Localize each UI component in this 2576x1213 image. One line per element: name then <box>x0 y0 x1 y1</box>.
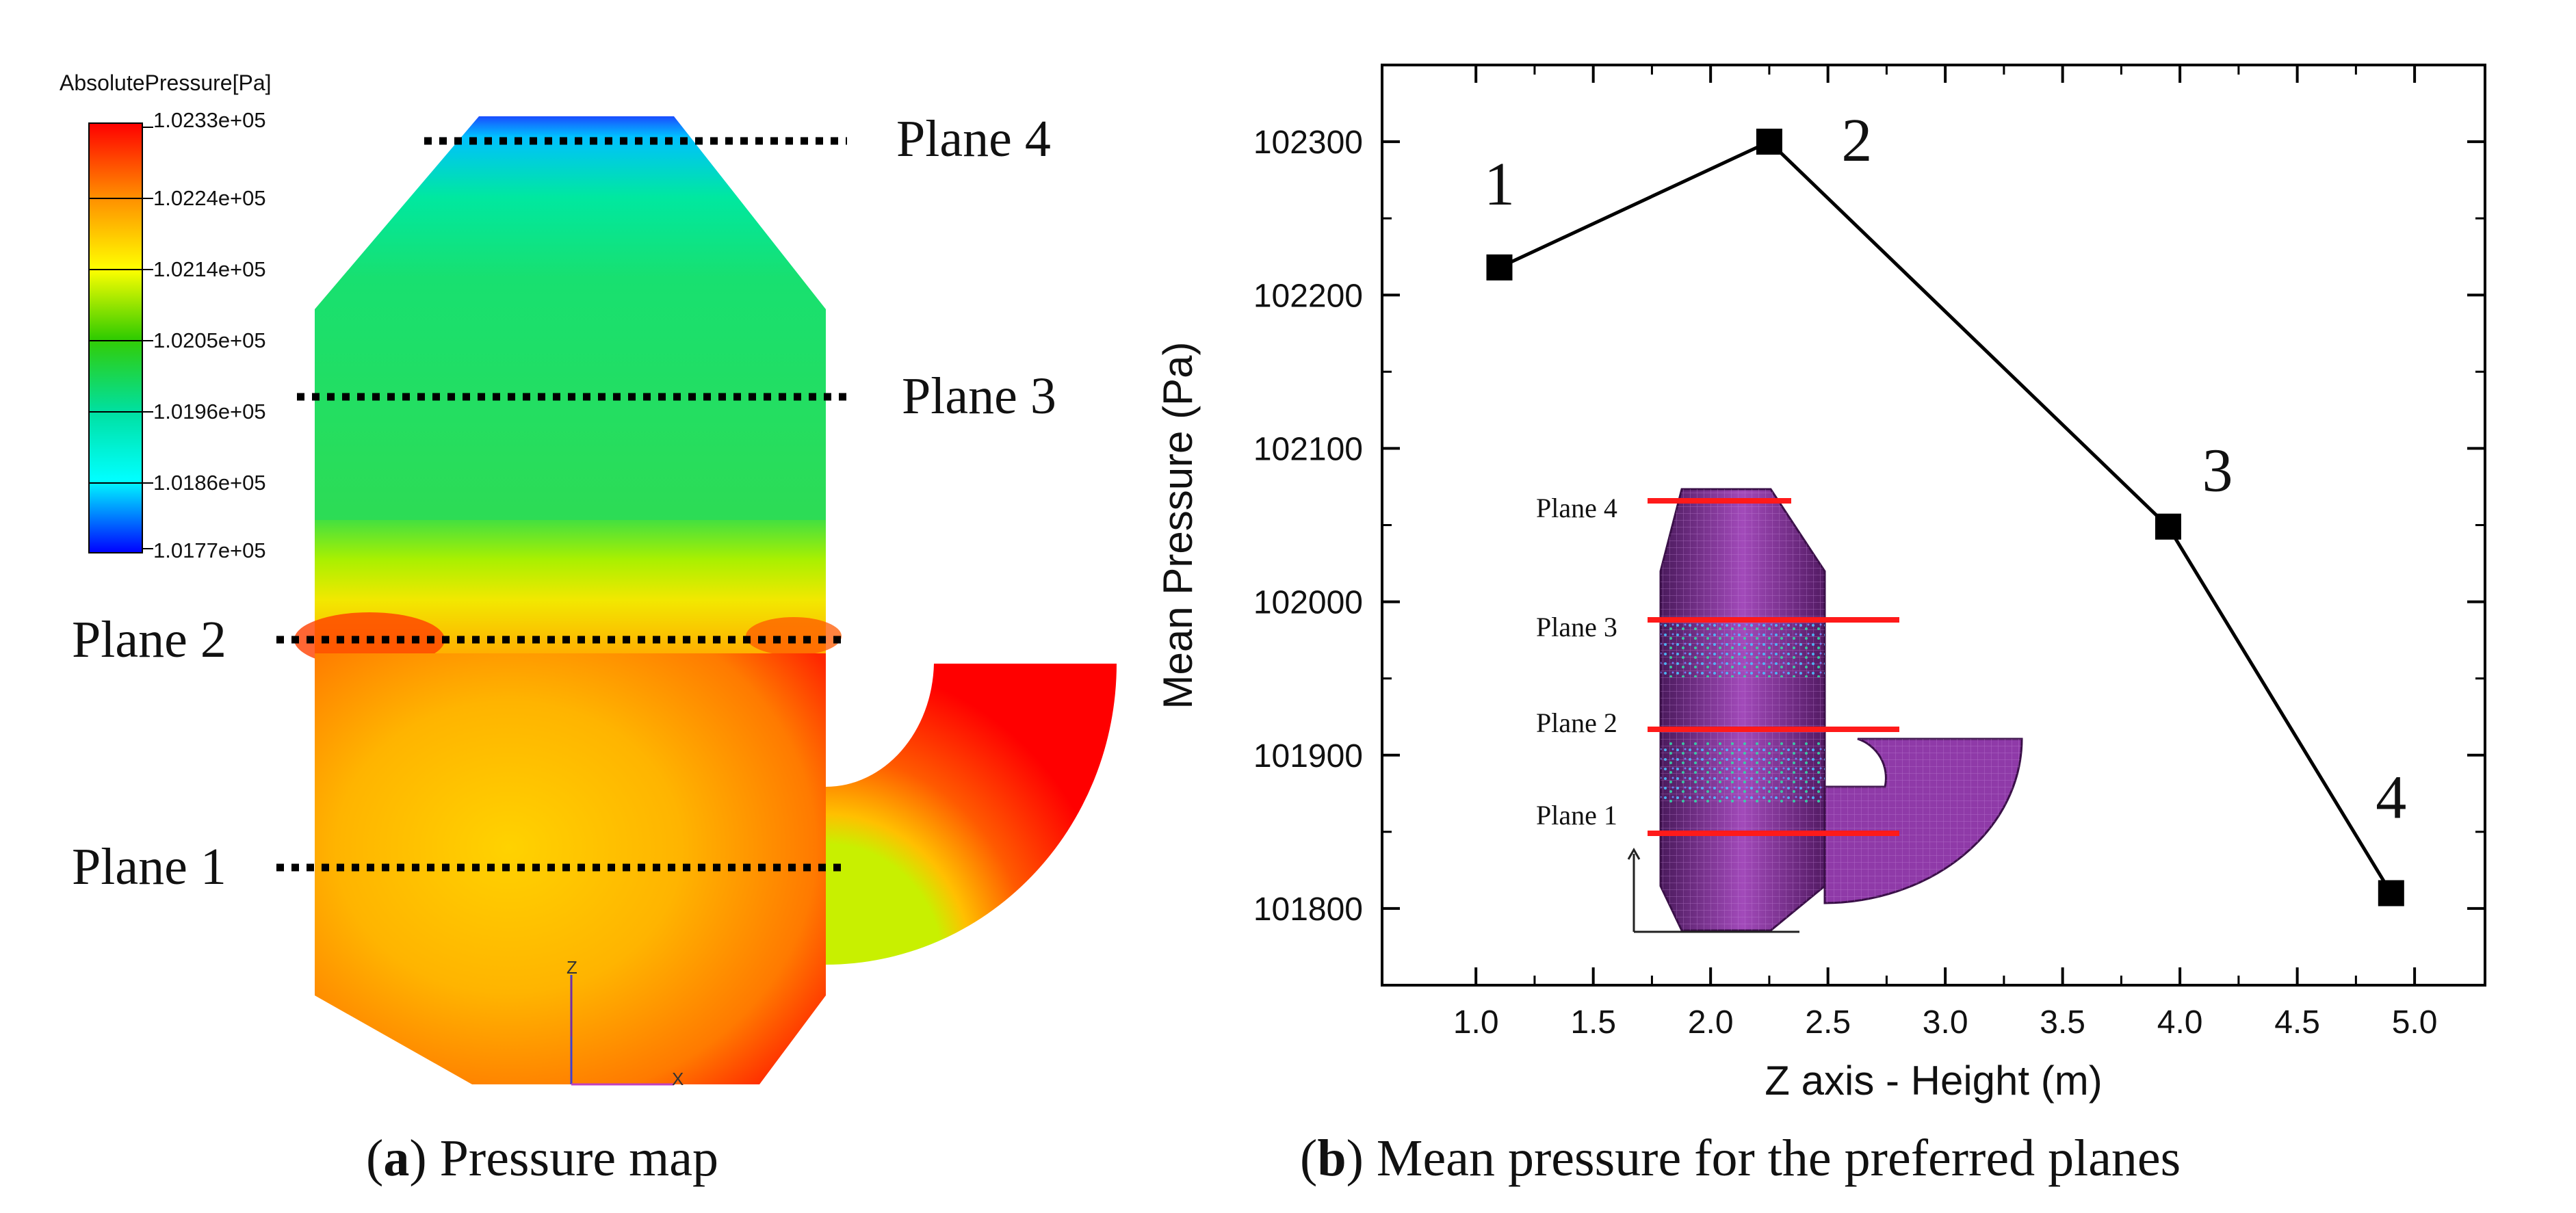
x-tick-label: 3.5 <box>2040 1004 2085 1041</box>
y-axis-label: Mean Pressure (Pa) <box>1155 342 1201 709</box>
plane-lines <box>276 137 847 872</box>
series-line <box>1498 140 2393 894</box>
data-point <box>1756 129 1782 155</box>
data-point <box>2378 880 2404 907</box>
colorbar-gradient <box>88 122 143 553</box>
inset-plane-2-label: Plane 2 <box>1536 707 1617 738</box>
inset-spray-upper <box>1661 619 1825 677</box>
y-tick-label: 102200 <box>1253 278 1363 314</box>
x-tick-label: 4.5 <box>2274 1004 2320 1041</box>
y-tick-label: 102100 <box>1253 431 1363 467</box>
pressure-map-panel: AbsolutePressure[Pa] 1.0233e+05 1.0224e+… <box>60 70 1117 1187</box>
plane-3-label: Plane 3 <box>902 367 1056 425</box>
lower-vessel-region <box>315 653 826 1084</box>
inset-elbow-mesh <box>1825 739 2022 903</box>
colorbar-label: 1.0205e+05 <box>153 328 266 352</box>
axis-z-label: Z <box>567 957 577 978</box>
data-point <box>2155 513 2181 540</box>
x-tick-label: 3.0 <box>1923 1004 1968 1041</box>
x-tick-label: 4.0 <box>2157 1004 2203 1041</box>
inset-spray-lower <box>1661 742 1825 804</box>
inset-vessel-mesh <box>1661 489 1825 930</box>
y-tick-label: 102000 <box>1253 585 1363 621</box>
upper-vessel-region <box>315 116 826 520</box>
pressure-contour: Z X <box>294 116 1117 1089</box>
inset-axis <box>1627 847 1799 933</box>
point-label: 3 <box>2202 437 2233 505</box>
x-axis-label: Z axis - Height (m) <box>1765 1058 2102 1104</box>
x-axis-ticks: 1.0 1.5 2.0 2.5 3.0 3.5 4.0 4.5 5.0 <box>1453 65 2438 1041</box>
inset-vessel-diagram: Plane 4 Plane 3 Plane 2 Plane 1 <box>1536 488 2023 933</box>
inset-plane-1-label: Plane 1 <box>1536 800 1617 831</box>
elbow-outlet-fill <box>826 664 1117 965</box>
x-tick-label: 1.0 <box>1453 1004 1499 1041</box>
plane-4-label: Plane 4 <box>896 110 1051 168</box>
colorbar: AbsolutePressure[Pa] 1.0233e+05 1.0224e+… <box>60 70 272 562</box>
axis-triad: Z X <box>567 957 684 1089</box>
y-tick-label: 102300 <box>1253 125 1363 161</box>
point-label: 4 <box>2376 764 2406 832</box>
caption-a: (a) Pressure map <box>366 1130 718 1187</box>
x-tick-label: 5.0 <box>2392 1004 2438 1041</box>
x-tick-label: 2.5 <box>1805 1004 1851 1041</box>
inset-plane-4-label: Plane 4 <box>1536 493 1617 523</box>
colorbar-label: 1.0196e+05 <box>153 400 266 423</box>
colorbar-label: 1.0214e+05 <box>153 257 266 281</box>
point-label: 1 <box>1484 151 1515 218</box>
point-label: 2 <box>1841 107 1872 174</box>
plane-2-label: Plane 2 <box>72 611 226 668</box>
colorbar-label: 1.0233e+05 <box>153 108 266 132</box>
colorbar-tick-lines <box>89 127 153 549</box>
x-tick-label: 1.5 <box>1570 1004 1616 1041</box>
plane-1-label: Plane 1 <box>72 838 226 896</box>
inset-plane-3-label: Plane 3 <box>1536 612 1617 642</box>
inset-plane-lines <box>1648 498 1899 836</box>
mean-pressure-chart: 1.0 1.5 2.0 2.5 3.0 3.5 4.0 4.5 5.0 101800 101900… <box>1155 64 2486 1187</box>
mean-pressure-series: 1 2 3 4 <box>1484 107 2406 907</box>
colorbar-label: 1.0186e+05 <box>153 471 266 495</box>
axis-x-label: X <box>672 1069 684 1089</box>
y-tick-label: 101800 <box>1253 891 1363 928</box>
x-tick-label: 2.0 <box>1688 1004 1734 1041</box>
colorbar-title: AbsolutePressure[Pa] <box>60 70 272 95</box>
colorbar-label: 1.0224e+05 <box>153 186 266 210</box>
y-tick-label: 101900 <box>1253 738 1363 774</box>
data-point <box>1486 254 1513 281</box>
caption-b: (b) Mean pressure for the preferred plan… <box>1300 1130 2181 1187</box>
y-axis-ticks: 101800 101900 102000 102100 102200 102300 <box>1253 125 2485 928</box>
colorbar-label: 1.0177e+05 <box>153 538 266 562</box>
